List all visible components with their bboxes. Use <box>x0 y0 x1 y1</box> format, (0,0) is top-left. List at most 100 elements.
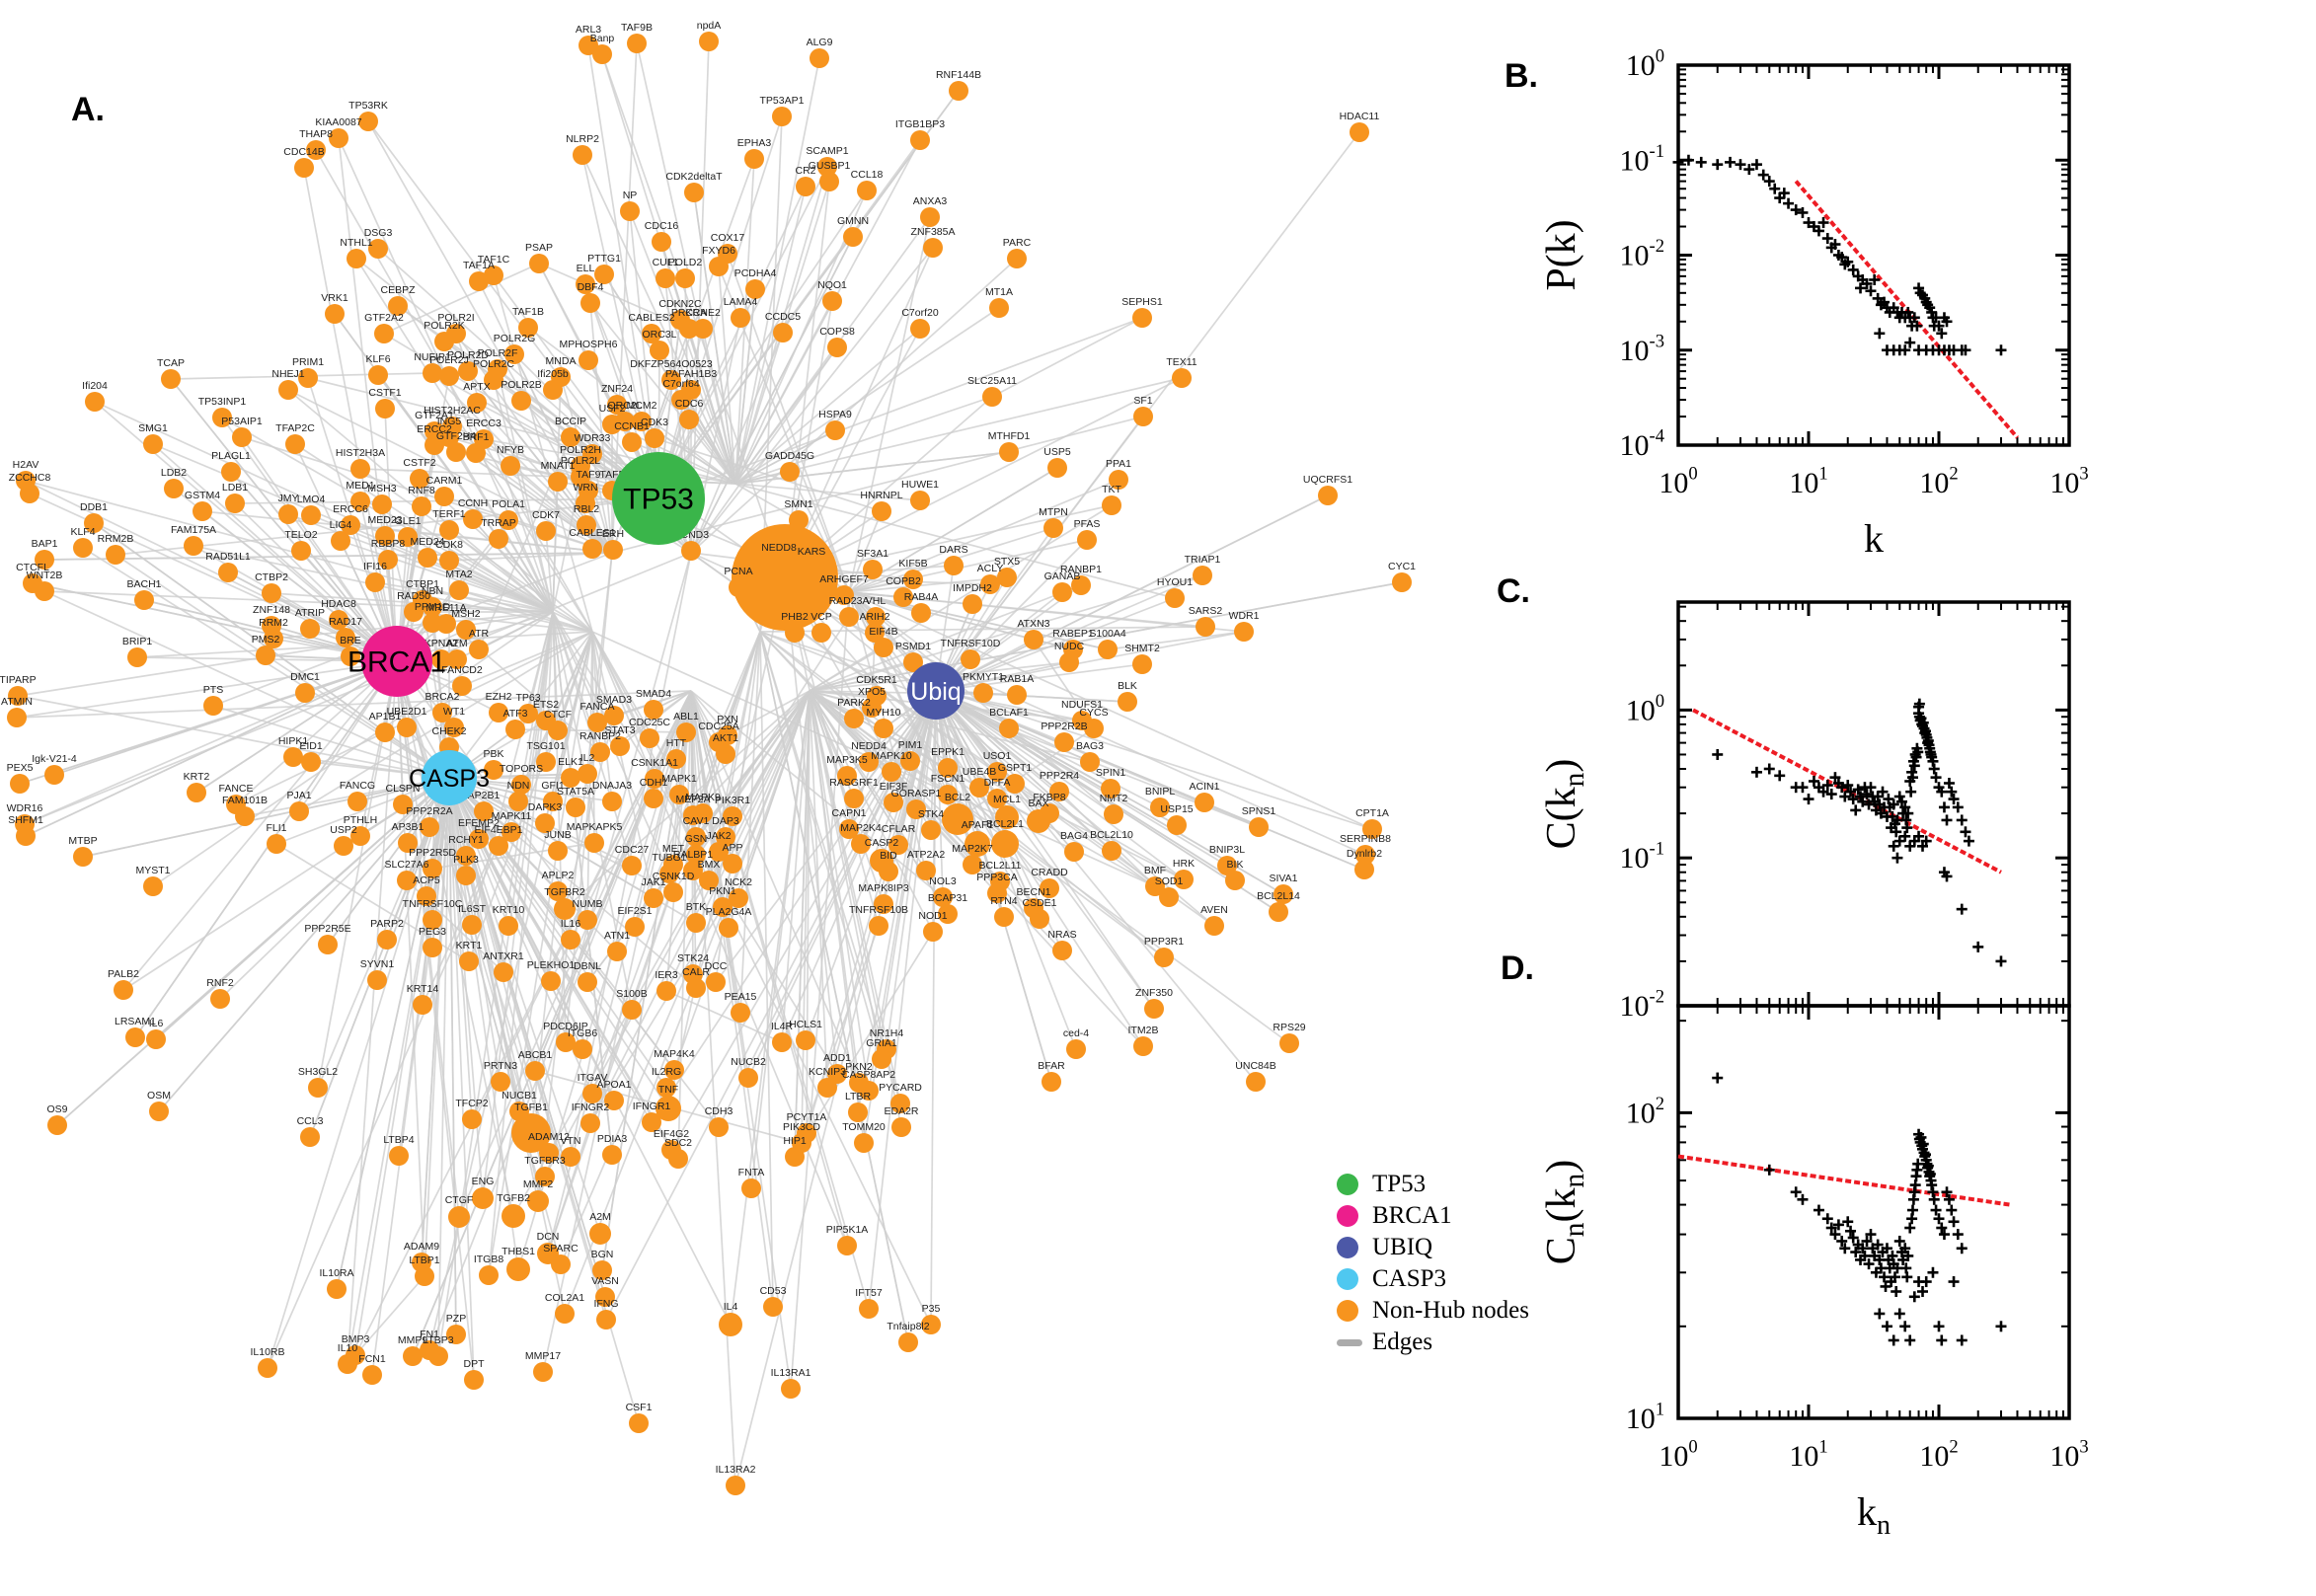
network-node <box>879 862 898 881</box>
network-node-label: BCL2L11 <box>978 860 1021 872</box>
network-node <box>604 706 624 725</box>
network-node <box>388 296 408 316</box>
network-node-label: SARS2 <box>1189 605 1223 617</box>
network-node-label: TP53RK <box>348 100 388 112</box>
network-edge <box>759 631 774 1308</box>
network-edge <box>996 771 1185 880</box>
network-node-label: PDIA3 <box>597 1133 628 1145</box>
network-node-label: DPT <box>464 1358 486 1370</box>
network-node <box>439 520 459 540</box>
network-node <box>431 649 451 669</box>
network-node <box>511 391 531 411</box>
hub-label: BRCA1 <box>347 646 446 679</box>
network-edge <box>690 258 1018 554</box>
network-node-label: HIST2H3A <box>336 447 385 459</box>
tick-label: 101 <box>1789 1437 1827 1474</box>
network-edge <box>848 510 883 593</box>
network-node-label: KIAA0087 <box>315 116 361 128</box>
network-node <box>582 1084 602 1103</box>
network-node-label: SHMT2 <box>1124 643 1160 654</box>
network-edge <box>589 302 613 554</box>
network-node <box>285 434 305 454</box>
network-node-label: POLR2F <box>478 347 518 359</box>
network-node-label: NR1H4 <box>870 1027 904 1039</box>
network-edge <box>601 53 786 578</box>
network-node-label: SYVN1 <box>360 958 395 970</box>
network-node-label: CUL1 <box>653 257 679 268</box>
network-node-label: MTPN <box>1039 506 1068 518</box>
network-node-label: DARS <box>939 544 967 556</box>
network-node-label: FXYD6 <box>702 245 735 257</box>
network-node-label: WNT2B <box>27 570 63 581</box>
legend-item-casp3: CASP3 <box>1337 1263 1529 1295</box>
network-node-label: VASN <box>591 1275 619 1287</box>
network-edge <box>734 483 1176 599</box>
network-node-label: WT1 <box>443 706 465 718</box>
network-node <box>459 951 479 971</box>
network-node <box>1350 122 1369 142</box>
network-node-label: BACH1 <box>126 578 161 590</box>
network-node-label: DAP3 <box>712 815 739 827</box>
network-node <box>1102 841 1121 861</box>
network-node <box>294 158 314 178</box>
network-node-label: COPS8 <box>819 326 855 338</box>
network-node-label: FAM175A <box>171 524 216 536</box>
network-edge <box>547 1122 591 1254</box>
network-node-label: STAT3 <box>604 724 635 736</box>
network-node <box>561 427 580 447</box>
network-edge <box>428 631 593 1351</box>
network-node <box>501 456 520 476</box>
network-edge <box>702 328 736 485</box>
network-node-label: PTHLH <box>344 814 377 826</box>
network-node-label: MAPKAPK5 <box>567 821 623 833</box>
axis-label: k <box>1864 516 1884 561</box>
network-node <box>375 722 395 742</box>
network-node <box>622 856 642 875</box>
network-node <box>413 995 432 1015</box>
network-edge <box>552 481 559 613</box>
network-edge <box>448 777 484 1199</box>
network-node-label: APP <box>722 842 742 854</box>
network-edge <box>809 690 865 1144</box>
legend-label: UBIQ <box>1372 1234 1433 1260</box>
network-node <box>741 1178 761 1198</box>
network-node-label: IFNGR1 <box>633 1101 671 1112</box>
network-node-label: SMN1 <box>784 498 812 510</box>
network-node <box>921 1315 941 1334</box>
network-node <box>1054 732 1074 752</box>
network-node-label: PFAS <box>1074 518 1101 530</box>
network-node-label: MAP2K7 <box>952 843 993 855</box>
network-node <box>212 408 232 427</box>
tick-label: 100 <box>1659 464 1697 500</box>
hub-node-tp53 <box>612 452 705 545</box>
network-node <box>961 649 980 669</box>
network-node-label: TGFBR3 <box>524 1155 566 1167</box>
network-edge <box>32 582 398 662</box>
network-node-label: CSNK1A1 <box>631 757 678 769</box>
network-node <box>810 48 829 68</box>
network-node <box>796 177 815 196</box>
network-node <box>306 140 326 160</box>
network-node <box>663 882 683 902</box>
network-node <box>327 1279 347 1299</box>
network-node <box>603 540 623 560</box>
network-node <box>769 554 789 573</box>
network-edge <box>25 660 398 837</box>
network-node-label: TNFRSF10C <box>403 898 463 910</box>
network-node-label: LAMA4 <box>724 296 758 308</box>
network-edge <box>267 777 450 1369</box>
network-node <box>347 249 366 268</box>
network-node-label: GMNN <box>837 215 869 227</box>
network-edge <box>235 660 398 805</box>
network-node <box>1024 630 1043 649</box>
hub-node-ubiq <box>907 662 965 720</box>
network-node <box>963 594 982 614</box>
network-node <box>298 368 318 388</box>
network-edge <box>935 690 1178 826</box>
network-node-label: KLF6 <box>365 353 390 365</box>
legend-item-edges: Edges <box>1337 1327 1529 1358</box>
network-node-label: EDA2R <box>884 1105 918 1117</box>
network-node <box>1225 871 1245 890</box>
network-node-label: ACLY <box>977 563 1004 574</box>
network-node <box>592 44 612 64</box>
